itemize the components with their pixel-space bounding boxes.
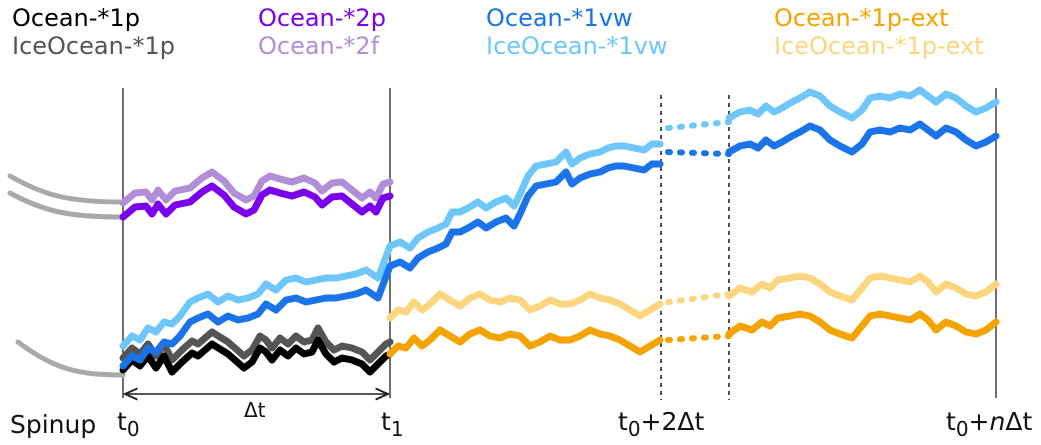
ocean-2p-curve — [119, 182, 394, 221]
ocean-2f-curve — [119, 168, 394, 207]
t0-label: t0 — [117, 407, 140, 441]
iceocean-1vw-curve-ext — [725, 86, 1000, 122]
spinup-label: Spinup — [10, 410, 97, 439]
legend-iceocean-1vw: IceOcean-*1vw — [486, 32, 668, 60]
iceocean-1p-ext-curve-ext — [725, 272, 1000, 304]
iceocean-1vw-gap — [665, 119, 732, 131]
t2-label: t0+2Δt — [618, 407, 705, 441]
ocean-1p-ext-gap — [665, 333, 732, 343]
delta-t-label: Δt — [244, 398, 266, 422]
ocean-1p-ext-curve-ext — [725, 310, 1000, 342]
ocean-1p-curve — [119, 336, 394, 376]
legend-iceocean-1p: IceOcean-*1p — [12, 32, 175, 60]
tn-label: t0+nΔt — [946, 407, 1033, 441]
iceocean-1p-curve — [119, 324, 394, 364]
ocean-1vw-curve-ext — [725, 120, 1000, 156]
ocean-1vw-curve — [119, 160, 664, 370]
legend-ocean-1p: Ocean-*1p — [12, 4, 140, 32]
legend-ocean-2p: Ocean-*2p — [258, 4, 386, 32]
ocean-1vw-gap — [665, 149, 732, 157]
t1-label: t1 — [381, 407, 404, 441]
iceocean-1p-ext-curve — [386, 290, 664, 322]
spinup-curve-low — [15, 339, 126, 378]
iceocean-1p-ext-gap — [665, 291, 732, 305]
ocean-1p-ext-curve — [386, 326, 664, 358]
iceocean-1vw-curve — [119, 140, 664, 350]
curves-group — [7, 86, 1000, 378]
spinup-curve-mid — [7, 190, 126, 220]
spinup-curve-top — [7, 173, 126, 205]
legend-ocean-1p-ext: Ocean-*1p-ext — [774, 4, 949, 32]
legend-iceocean-1p-ext: IceOcean-*1p-ext — [774, 32, 984, 60]
legend-ocean-2f: Ocean-*2f — [258, 32, 380, 60]
legend-ocean-1vw: Ocean-*1vw — [486, 4, 633, 32]
